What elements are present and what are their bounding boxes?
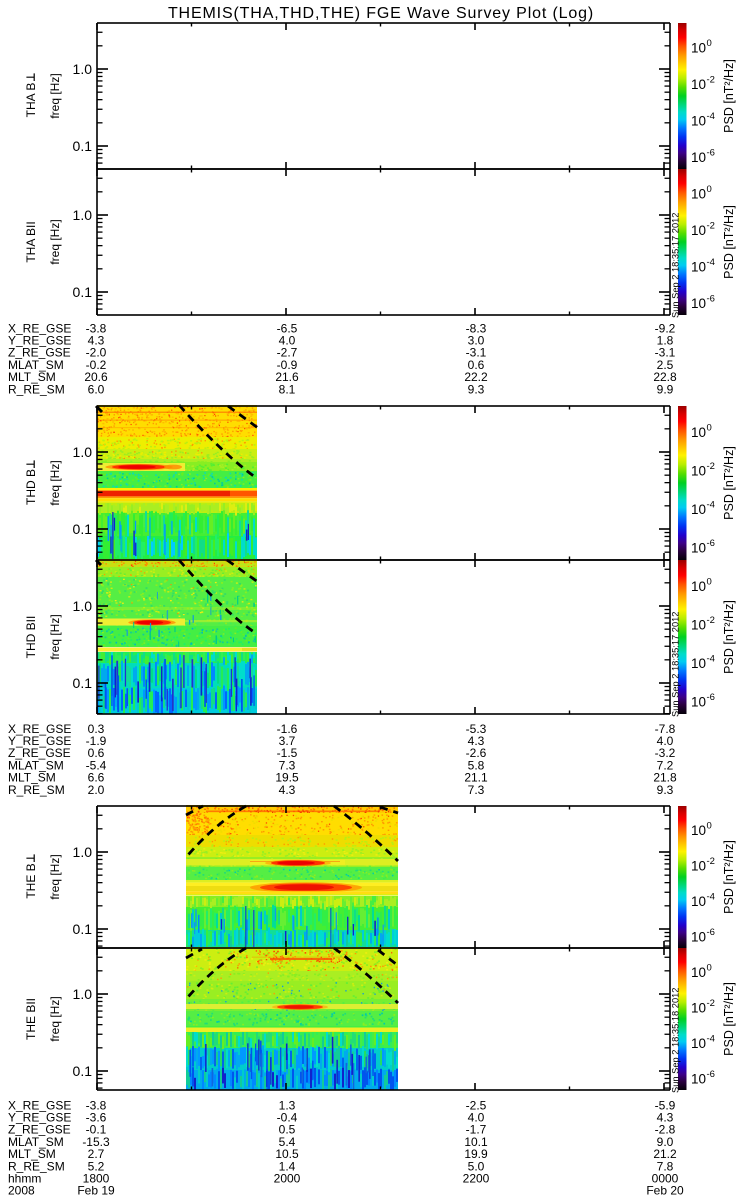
svg-text:10: 10 xyxy=(691,858,706,873)
svg-text:-4: -4 xyxy=(707,653,715,664)
svg-text:10: 10 xyxy=(691,617,706,632)
svg-text:THE B: THE B xyxy=(24,863,38,898)
svg-text:-6: -6 xyxy=(707,927,715,938)
svg-text:-4: -4 xyxy=(707,891,715,902)
svg-text:freq [Hz]: freq [Hz] xyxy=(48,854,62,899)
svg-text:PSD [nT²/Hz]: PSD [nT²/Hz] xyxy=(722,600,736,674)
svg-text:-2: -2 xyxy=(707,856,715,867)
svg-text:0: 0 xyxy=(707,820,712,831)
svg-text:-4: -4 xyxy=(707,499,715,510)
svg-text:0: 0 xyxy=(707,576,712,587)
svg-text:10: 10 xyxy=(691,694,706,709)
svg-text:10: 10 xyxy=(691,259,706,274)
svg-text:-6: -6 xyxy=(707,293,715,304)
svg-text:freq [Hz]: freq [Hz] xyxy=(48,614,62,659)
svg-text:0.1: 0.1 xyxy=(73,284,93,300)
svg-text:1.0: 1.0 xyxy=(73,444,93,460)
svg-text:10: 10 xyxy=(691,223,706,238)
svg-text:THD B: THD B xyxy=(24,469,38,505)
svg-text:-2: -2 xyxy=(707,615,715,626)
svg-text:10: 10 xyxy=(691,463,706,478)
svg-text:1.0: 1.0 xyxy=(73,598,93,614)
svg-text:10: 10 xyxy=(691,579,706,594)
svg-text:10: 10 xyxy=(691,425,706,440)
svg-text:THA BII: THA BII xyxy=(24,221,38,262)
svg-text:1.0: 1.0 xyxy=(73,61,93,77)
svg-text:-2: -2 xyxy=(707,461,715,472)
svg-text:PSD [nT²/Hz]: PSD [nT²/Hz] xyxy=(722,446,736,520)
svg-text:freq [Hz]: freq [Hz] xyxy=(48,219,62,264)
svg-text:PSD [nT²/Hz]: PSD [nT²/Hz] xyxy=(722,840,736,914)
svg-text:-2: -2 xyxy=(707,74,715,85)
svg-text:10: 10 xyxy=(691,929,706,944)
svg-text:THD BII: THD BII xyxy=(24,616,38,659)
svg-text:10: 10 xyxy=(691,540,706,555)
svg-text:10: 10 xyxy=(691,894,706,909)
svg-text:-2: -2 xyxy=(707,220,715,231)
svg-text:0.1: 0.1 xyxy=(73,921,93,937)
svg-text:10: 10 xyxy=(691,823,706,838)
svg-text:THEMIS(THA,THD,THE) FGE Wave: THEMIS(THA,THD,THE) FGE Wave Survey Plot… xyxy=(168,5,594,22)
svg-text:-6: -6 xyxy=(707,692,715,703)
svg-text:0.1: 0.1 xyxy=(73,675,93,691)
svg-text:freq [Hz]: freq [Hz] xyxy=(48,73,62,118)
svg-text:-6: -6 xyxy=(707,147,715,158)
svg-text:PSD [nT²/Hz]: PSD [nT²/Hz] xyxy=(722,205,736,279)
svg-text:-4: -4 xyxy=(707,257,715,268)
svg-text:10: 10 xyxy=(691,656,706,671)
svg-text:PSD [nT²/Hz]: PSD [nT²/Hz] xyxy=(722,59,736,133)
svg-text:0.1: 0.1 xyxy=(73,521,93,537)
svg-text:0: 0 xyxy=(707,422,712,433)
svg-text:1.0: 1.0 xyxy=(73,207,93,223)
svg-text:10: 10 xyxy=(691,40,706,55)
svg-text:0: 0 xyxy=(707,184,712,195)
svg-text:10: 10 xyxy=(691,296,706,311)
svg-text:10: 10 xyxy=(691,113,706,128)
svg-text:0.1: 0.1 xyxy=(73,138,93,154)
svg-text:freq [Hz]: freq [Hz] xyxy=(48,460,62,505)
svg-text:THA B: THA B xyxy=(24,83,38,118)
svg-text:10: 10 xyxy=(691,186,706,201)
svg-text:10: 10 xyxy=(691,77,706,92)
svg-text:10: 10 xyxy=(691,502,706,517)
svg-text:-6: -6 xyxy=(707,538,715,549)
svg-text:1.0: 1.0 xyxy=(73,844,93,860)
svg-text:-4: -4 xyxy=(707,111,715,122)
svg-text:0: 0 xyxy=(707,38,712,49)
svg-text:10: 10 xyxy=(691,150,706,165)
